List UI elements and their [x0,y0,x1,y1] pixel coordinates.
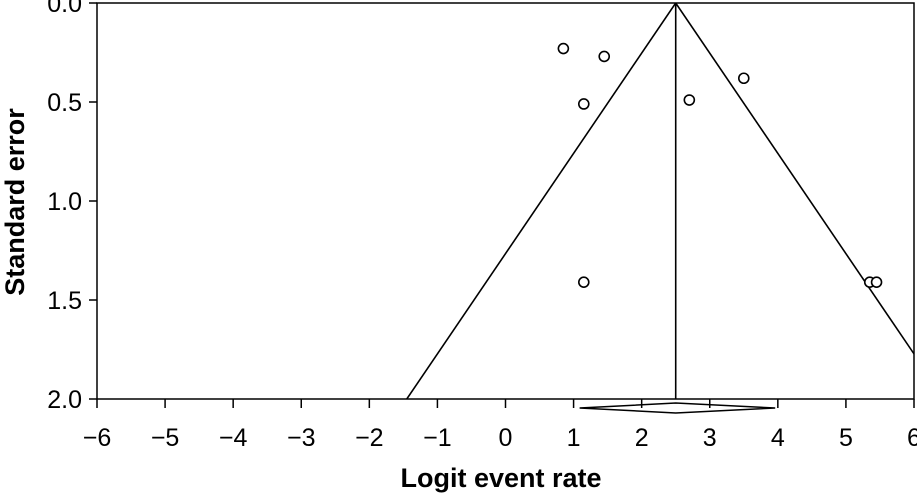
x-tick-label: −6 [83,424,112,452]
x-tick-label: 2 [635,424,649,452]
x-tick-label: 1 [567,424,581,452]
x-tick-label: −5 [151,424,180,452]
x-tick-label: −2 [355,424,384,452]
funnel-right-line [675,3,914,356]
x-tick-label: 4 [771,424,785,452]
x-tick-label: 5 [839,424,853,452]
x-tick-label: −4 [219,424,248,452]
summary-diamond [579,402,776,414]
x-axis-label: Logit event rate [400,463,601,493]
study-point [557,42,570,55]
y-tick-label: 2.0 [47,386,82,414]
study-point [683,94,696,106]
x-tick-label: −3 [287,424,316,452]
x-tick-label: 0 [499,424,513,452]
y-tick-label: 1.5 [47,287,82,315]
y-tick-label: 0.5 [47,89,82,117]
study-point [577,276,590,288]
study-point [598,50,611,63]
study-point [870,276,883,288]
y-tick-label: 1.0 [47,188,82,216]
plot-frame [96,2,915,400]
y-axis-label: Standard error [0,108,30,296]
study-point [737,72,750,85]
study-point [577,98,590,110]
x-tick-label: 3 [703,424,717,452]
y-tick-label: 0.0 [47,0,82,18]
x-tick-label: −1 [423,424,452,452]
x-tick-label: 6 [907,424,917,452]
funnel-left-line [406,3,677,399]
